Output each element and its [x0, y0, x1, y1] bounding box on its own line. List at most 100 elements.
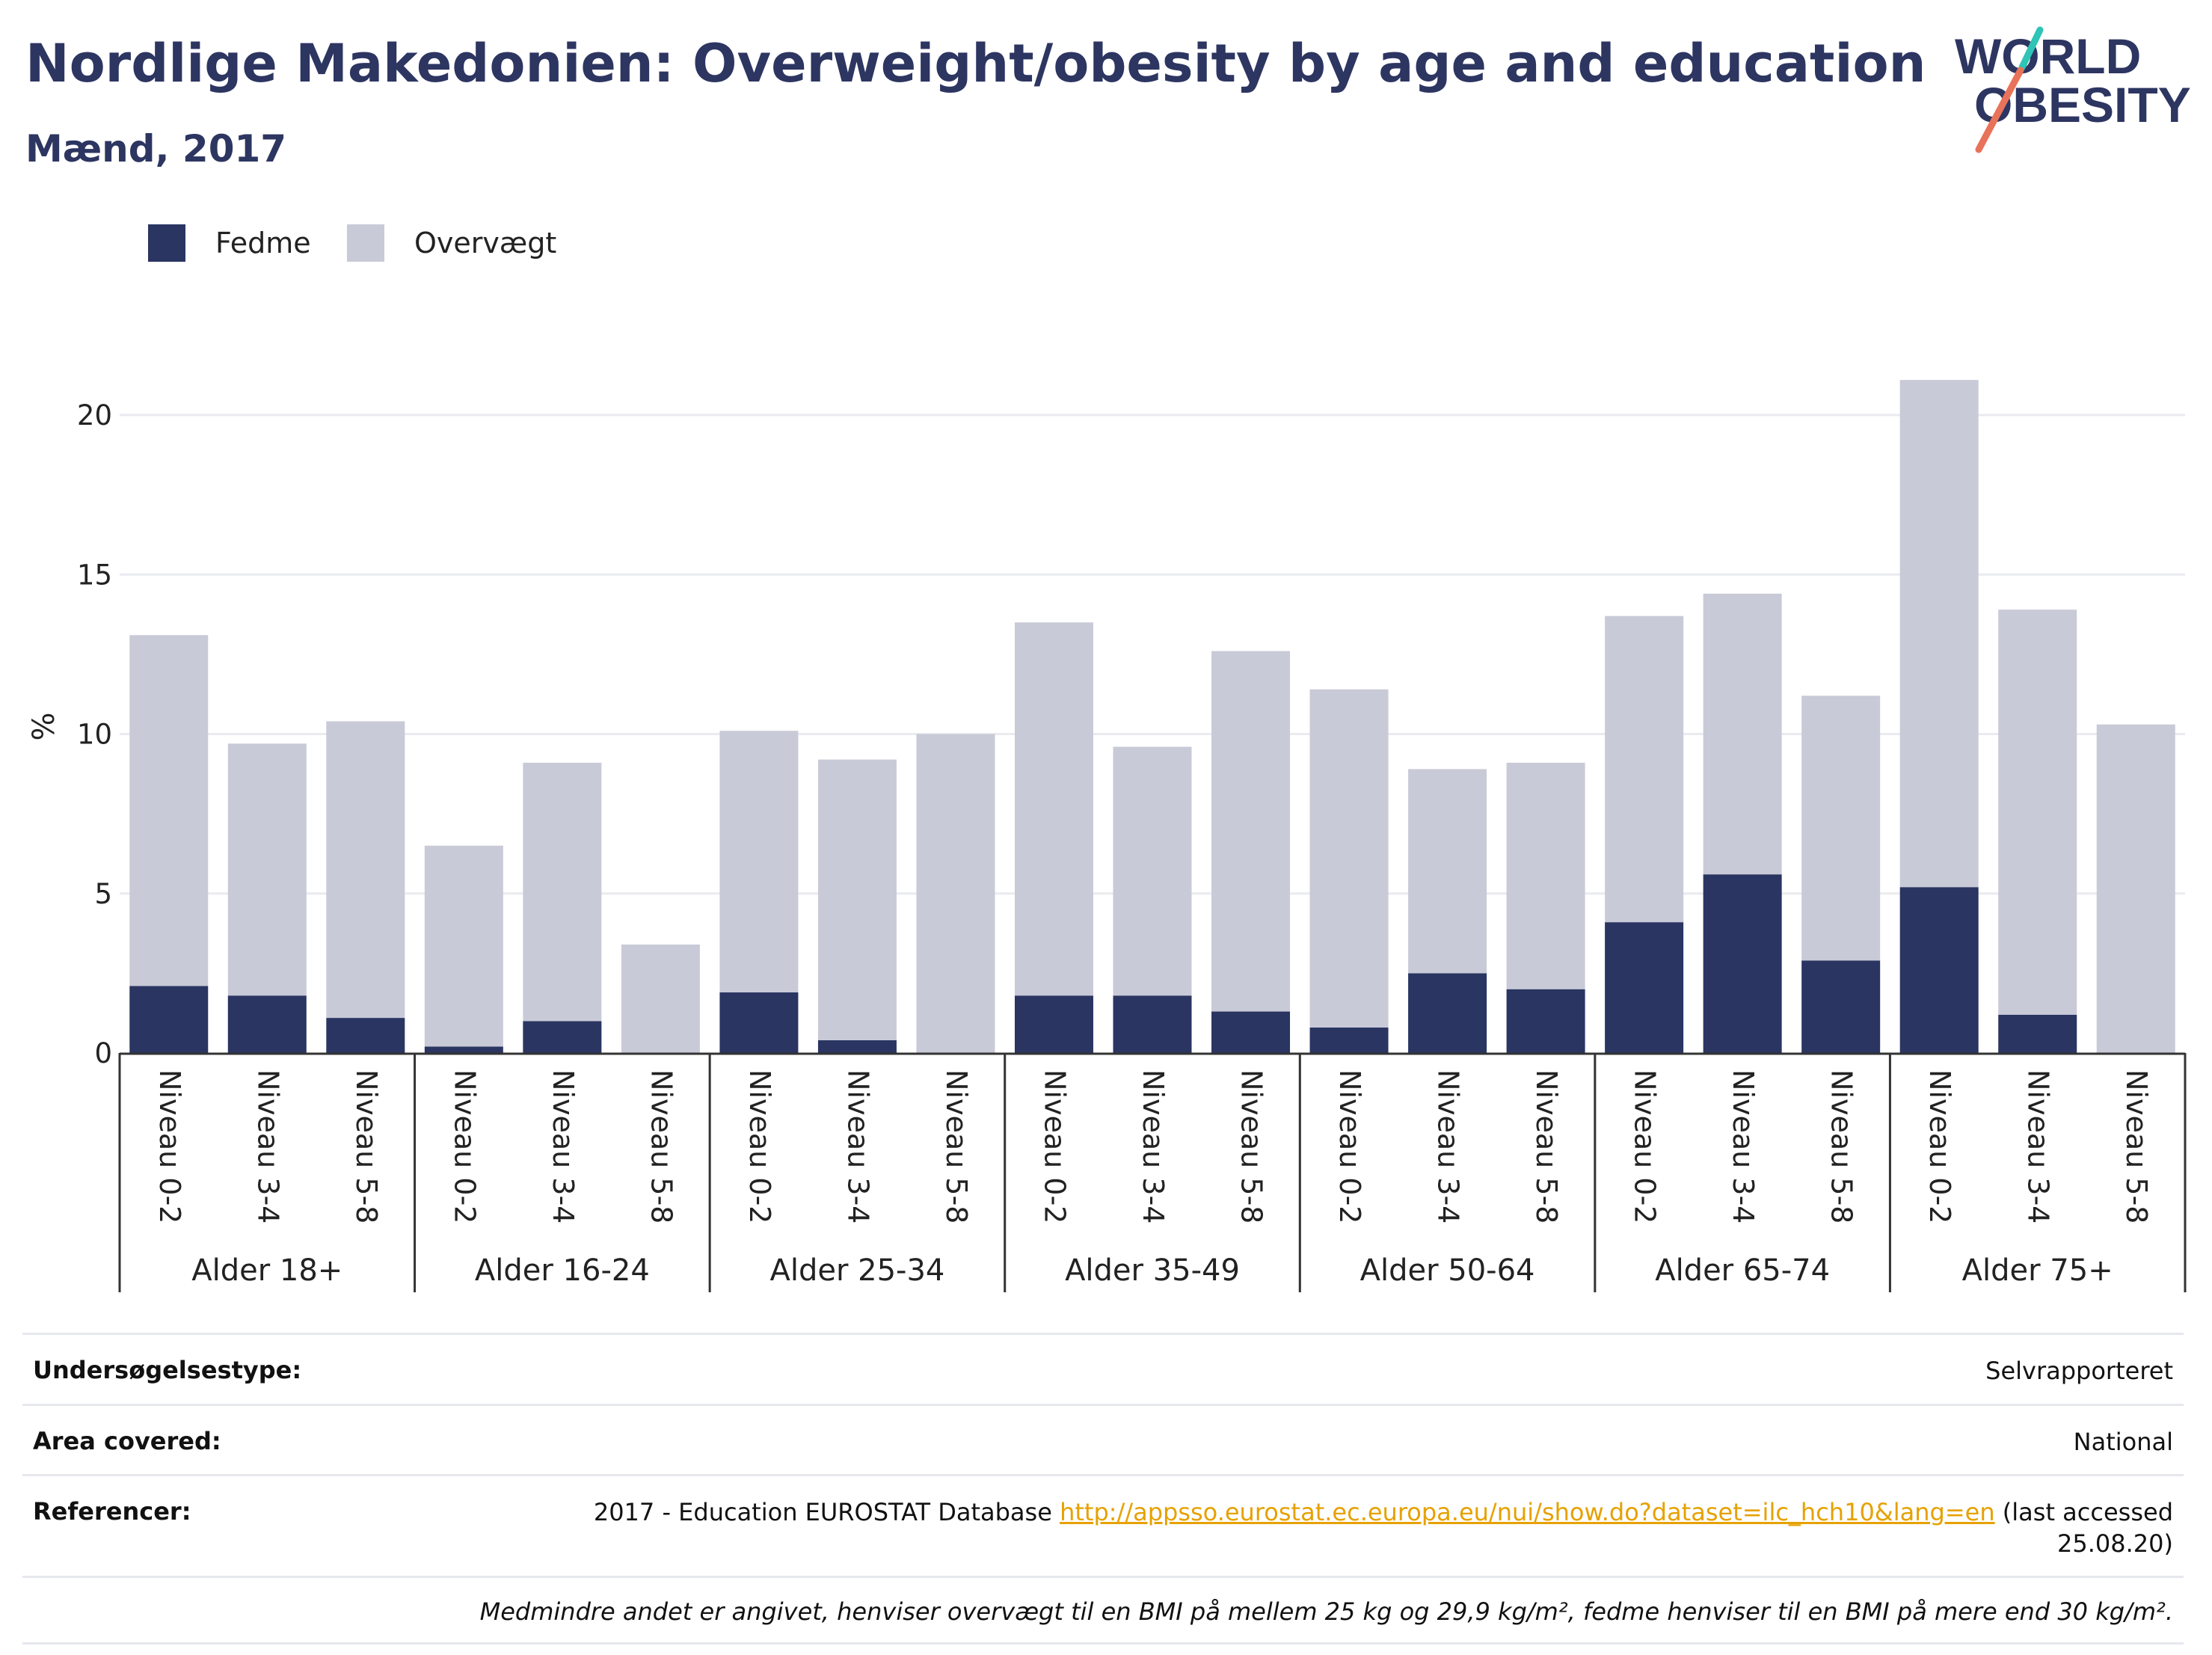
info-row-area-covered: Area covered: National: [22, 1403, 2184, 1475]
bar-fedme: [1899, 887, 1979, 1053]
x-category-label: Niveau 3-4: [1727, 1069, 1760, 1223]
y-tick-label: 20: [77, 399, 112, 432]
info-label: Undersøgelsestype:: [33, 1356, 302, 1384]
bar-overvaegt: [2096, 724, 2175, 1053]
x-category-label: Niveau 5-8: [2120, 1069, 2153, 1223]
bar-fedme: [1506, 989, 1585, 1053]
bar-overvaegt: [326, 721, 405, 1019]
bar-overvaegt: [1113, 746, 1192, 996]
bar-fedme: [1605, 922, 1684, 1053]
bar-overvaegt: [1899, 380, 1979, 888]
bar-fedme: [1113, 995, 1192, 1053]
info-label: Referencer:: [33, 1497, 191, 1526]
bar-fedme: [1211, 1011, 1291, 1053]
bar-fedme: [1998, 1014, 2077, 1053]
logo-line2: OBESITY: [1974, 77, 2191, 132]
bar-fedme: [1408, 973, 1487, 1053]
x-group-label: Alder 65-74: [1655, 1253, 1830, 1288]
logo-slash-coral: [1975, 67, 2024, 153]
legend-label-fedme: Fedme: [215, 227, 311, 260]
y-tick-label: 0: [94, 1037, 112, 1069]
bar-overvaegt: [1408, 769, 1487, 974]
legend-item-fedme[interactable]: Fedme: [148, 221, 311, 265]
x-category-label: Niveau 3-4: [1432, 1069, 1465, 1223]
info-value: Selvrapporteret: [1985, 1357, 2173, 1385]
bar-fedme: [523, 1021, 602, 1053]
bar-overvaegt: [1211, 651, 1291, 1012]
bar-fedme: [424, 1046, 503, 1053]
bar-fedme: [227, 995, 307, 1053]
reference-prefix: 2017 - Education EUROSTAT Database: [593, 1498, 1060, 1527]
world-obesity-logo: WORLD OBESITY: [1955, 26, 2191, 153]
reference-suffix: (last accessed 25.08.20): [1994, 1498, 2173, 1558]
bar-fedme: [326, 1018, 405, 1053]
bar-overvaegt: [916, 734, 995, 1053]
info-table: Undersøgelsestype: Selvrapporteret Area …: [22, 1333, 2184, 1645]
bar-fedme: [1014, 995, 1093, 1053]
bar-overvaegt: [621, 944, 700, 1053]
bar-overvaegt: [1703, 593, 1782, 875]
x-category-label: Niveau 0-2: [153, 1069, 186, 1223]
y-tick-label: 10: [77, 719, 112, 751]
x-category-label: Niveau 3-4: [547, 1069, 580, 1223]
legend-item-overvaegt[interactable]: Overvægt: [347, 221, 556, 265]
x-category-label: Niveau 5-8: [1825, 1069, 1858, 1223]
references-value: 2017 - Education EUROSTAT Database http:…: [528, 1497, 2173, 1559]
x-category-label: Niveau 0-2: [1038, 1069, 1071, 1223]
legend-label-overvaegt: Overvægt: [414, 227, 557, 260]
x-group-label: Alder 35-49: [1065, 1253, 1240, 1288]
bar-fedme: [719, 992, 799, 1053]
x-group-label: Alder 50-64: [1360, 1253, 1535, 1288]
x-category-label: Niveau 3-4: [2022, 1069, 2055, 1223]
x-category-label: Niveau 0-2: [1923, 1069, 1956, 1223]
logo-line1: WORLD: [1955, 28, 2141, 84]
y-axis-label: %: [27, 712, 61, 740]
bmi-footnote: Medmindre andet er angivet, henviser ove…: [22, 1576, 2184, 1645]
bar-overvaegt: [1506, 762, 1585, 989]
reference-link[interactable]: http://appsso.eurostat.ec.europa.eu/nui/…: [1060, 1498, 1995, 1527]
x-category-label: Niveau 5-8: [645, 1069, 678, 1223]
info-row-survey-type: Undersøgelsestype: Selvrapporteret: [22, 1333, 2184, 1404]
info-row-references: Referencer: 2017 - Education EUROSTAT Da…: [22, 1474, 2184, 1576]
bar-overvaegt: [1605, 615, 1684, 923]
chart-subtitle: Mænd, 2017: [25, 127, 287, 171]
x-category-label: Niveau 3-4: [251, 1069, 284, 1223]
x-category-label: Niveau 3-4: [841, 1069, 874, 1223]
bar-overvaegt: [1801, 696, 1881, 961]
bar-overvaegt: [523, 762, 602, 1022]
x-category-label: Niveau 5-8: [350, 1069, 383, 1223]
x-category-label: Niveau 0-2: [743, 1069, 776, 1223]
x-category-label: Niveau 5-8: [1235, 1069, 1268, 1223]
legend-swatch-fedme: [148, 224, 185, 262]
bar-fedme: [1801, 960, 1881, 1053]
bar-overvaegt: [129, 635, 209, 986]
x-category-label: Niveau 0-2: [1629, 1069, 1662, 1223]
bar-overvaegt: [1309, 689, 1389, 1028]
x-group-label: Alder 25-34: [769, 1253, 944, 1288]
x-category-label: Niveau 5-8: [1530, 1069, 1563, 1223]
x-group-label: Alder 75+: [1962, 1253, 2113, 1288]
bar-fedme: [817, 1040, 897, 1053]
logo-slash-teal: [2018, 26, 2044, 71]
bar-overvaegt: [424, 845, 503, 1047]
bar-overvaegt: [1014, 622, 1093, 996]
x-category-label: Niveau 3-4: [1137, 1069, 1170, 1223]
x-category-label: Niveau 0-2: [1333, 1069, 1366, 1223]
bar-overvaegt: [1998, 610, 2077, 1015]
bar-fedme: [129, 986, 209, 1053]
x-group-label: Alder 18+: [191, 1253, 342, 1288]
legend-swatch-overvaegt: [347, 224, 384, 262]
bar-fedme: [1703, 874, 1782, 1053]
info-label: Area covered:: [33, 1426, 221, 1455]
y-tick-label: 15: [77, 559, 112, 591]
bar-overvaegt: [817, 759, 897, 1040]
chart-title: Nordlige Makedonien: Overweight/obesity …: [25, 33, 1926, 94]
x-group-label: Alder 16-24: [475, 1253, 650, 1288]
bar-overvaegt: [719, 731, 799, 992]
bar-fedme: [1309, 1027, 1389, 1053]
x-category-label: Niveau 0-2: [448, 1069, 481, 1223]
y-tick-label: 5: [94, 878, 112, 910]
info-value: National: [2073, 1427, 2173, 1456]
bar-overvaegt: [227, 743, 307, 996]
